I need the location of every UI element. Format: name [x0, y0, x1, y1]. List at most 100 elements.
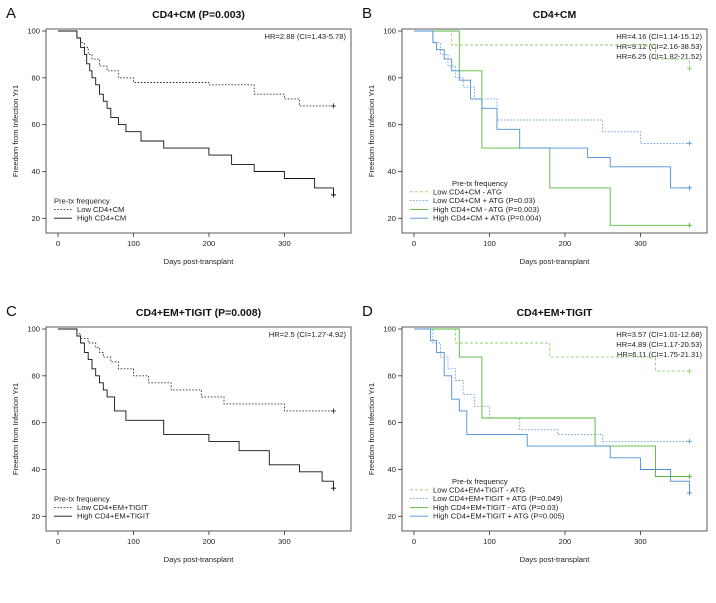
plot-frame	[45, 326, 352, 532]
series-line-1	[58, 30, 334, 107]
panel-letter: A	[6, 5, 16, 22]
censor-mark	[686, 490, 692, 496]
legend-entry: Low CD4+EM+TIGIT + ATG (P=0.049)	[433, 494, 563, 503]
legend-entry: High CD4+EM+TIGIT - ATG (P=0.03)	[433, 503, 559, 512]
legend-entry: High CD4+CM + ATG (P=0.004)	[433, 214, 542, 223]
x-tick-label: 0	[56, 537, 60, 546]
x-tick-label: 100	[483, 537, 496, 546]
y-tick-label: 40	[32, 167, 40, 176]
legend-entry: Low CD4+CM - ATG	[433, 187, 502, 196]
censor-mark	[686, 368, 692, 374]
legend-entry: Low CD4+EM+TIGIT	[77, 503, 148, 512]
y-tick-label: 60	[388, 120, 396, 129]
plot-frame	[401, 28, 708, 234]
x-tick-label: 300	[634, 239, 647, 248]
y-tick-label: 40	[388, 167, 396, 176]
censor-mark	[686, 473, 692, 479]
censor-mark	[686, 185, 692, 191]
series-line-2	[58, 328, 334, 489]
legend-title: Pre-tx frequency	[452, 477, 508, 486]
x-tick-label: 200	[559, 537, 572, 546]
y-tick-label: 100	[383, 27, 396, 36]
hazard-ratio-label: HR=4.89 (CI=1.17-20.53)	[616, 340, 702, 349]
legend-title: Pre-tx frequency	[54, 196, 110, 205]
hazard-ratio-label: HR=2.5 (CI=1.27-4.92)	[269, 330, 347, 339]
censor-mark	[330, 408, 336, 414]
series-line-2	[58, 30, 334, 195]
plot-frame	[401, 326, 708, 532]
y-tick-label: 60	[32, 418, 40, 427]
x-tick-label: 200	[203, 537, 216, 546]
legend-entry: High CD4+CM	[77, 214, 126, 223]
legend-entry: High CD4+CM - ATG (P=0.003)	[433, 205, 540, 214]
y-tick-label: 100	[383, 325, 396, 334]
censor-mark	[330, 485, 336, 491]
legend-entry: Low CD4+CM	[77, 205, 124, 214]
censor-mark	[686, 222, 692, 228]
x-axis-label: Days post-transplant	[520, 257, 591, 266]
y-tick-label: 20	[32, 214, 40, 223]
legend-title: Pre-tx frequency	[54, 494, 110, 503]
panel-letter: D	[362, 303, 373, 320]
panel-d: D CD4+EM+TIGIT 20 40 60 80 100 0 100 200 300 Days p…	[362, 303, 708, 564]
y-axis-label: Freedom from Infection Yr1	[11, 85, 20, 177]
y-tick-label: 20	[388, 214, 396, 223]
legend-entry: High CD4+EM+TIGIT	[77, 512, 150, 521]
y-tick-label: 80	[32, 371, 40, 380]
panel-letter: C	[6, 303, 17, 320]
series-line-4	[414, 328, 690, 493]
x-tick-label: 0	[56, 239, 60, 248]
hazard-ratio-label: HR=6.11 (CI=1.75-21.31)	[617, 350, 703, 359]
censor-mark	[686, 140, 692, 146]
y-tick-label: 40	[388, 465, 396, 474]
panel-b: B CD4+CM 20 40 60 80 100 0 100 200 300 Days post-tr…	[362, 5, 708, 266]
legend-entry: Low CD4+EM+TIGIT - ATG	[433, 485, 525, 494]
legend-entry: High CD4+EM+TIGIT + ATG (P=0.005)	[433, 512, 565, 521]
censor-mark	[686, 65, 692, 71]
y-tick-label: 100	[27, 27, 40, 36]
x-axis-label: Days post-transplant	[164, 555, 235, 564]
x-tick-label: 200	[559, 239, 572, 248]
hazard-ratio-label: HR=6.25 (CI=1.82-21.52)	[616, 52, 702, 61]
y-tick-label: 80	[388, 371, 396, 380]
series-line-4	[414, 30, 690, 189]
y-axis-label: Freedom from Infection Yr1	[11, 383, 20, 475]
chart-title: CD4+EM+TIGIT (P=0.008)	[136, 307, 261, 319]
y-tick-label: 60	[388, 418, 396, 427]
x-axis-label: Days post-transplant	[164, 257, 235, 266]
y-tick-label: 80	[32, 73, 40, 82]
x-tick-label: 0	[412, 239, 416, 248]
x-tick-label: 300	[278, 239, 291, 248]
censor-mark	[330, 103, 336, 109]
x-tick-label: 100	[127, 537, 140, 546]
x-tick-label: 200	[203, 239, 216, 248]
series-line-1	[58, 328, 334, 412]
series-line-3	[414, 328, 690, 477]
y-tick-label: 100	[27, 325, 40, 334]
x-tick-label: 300	[634, 537, 647, 546]
chart-title: CD4+CM (P=0.003)	[152, 9, 245, 21]
panel-a: A CD4+CM (P=0.003) 20 40 60 80 100 0 100 200 300 Da…	[6, 5, 352, 266]
hazard-ratio-label: HR=4.16 (CI=1.14-15.12)	[616, 32, 702, 41]
panel-c: C CD4+EM+TIGIT (P=0.008) 20 40 60 80 100 0 100 20…	[6, 303, 352, 564]
x-tick-label: 100	[483, 239, 496, 248]
censor-mark	[330, 192, 336, 198]
y-axis-label: Freedom from Infection Yr1	[367, 85, 376, 177]
plot-frame	[45, 28, 352, 234]
chart-title: CD4+EM+TIGIT	[517, 307, 593, 319]
chart-title: CD4+CM	[533, 9, 577, 21]
hazard-ratio-label: HR=2.88 (CI=1.43-5.78)	[265, 32, 347, 41]
hazard-ratio-label: HR=3.57 (CI=1.01-12.68)	[616, 330, 702, 339]
panel-letter: B	[362, 5, 372, 22]
legend-entry: Low CD4+CM + ATG (P=0.03)	[433, 196, 536, 205]
x-tick-label: 300	[278, 537, 291, 546]
legend-title: Pre-tx frequency	[452, 179, 508, 188]
y-tick-label: 60	[32, 120, 40, 129]
series-line-3	[414, 30, 690, 226]
censor-mark	[686, 438, 692, 444]
x-axis-label: Days post-transplant	[520, 555, 591, 564]
y-tick-label: 20	[388, 512, 396, 521]
y-axis-label: Freedom from Infection Yr1	[367, 383, 376, 475]
